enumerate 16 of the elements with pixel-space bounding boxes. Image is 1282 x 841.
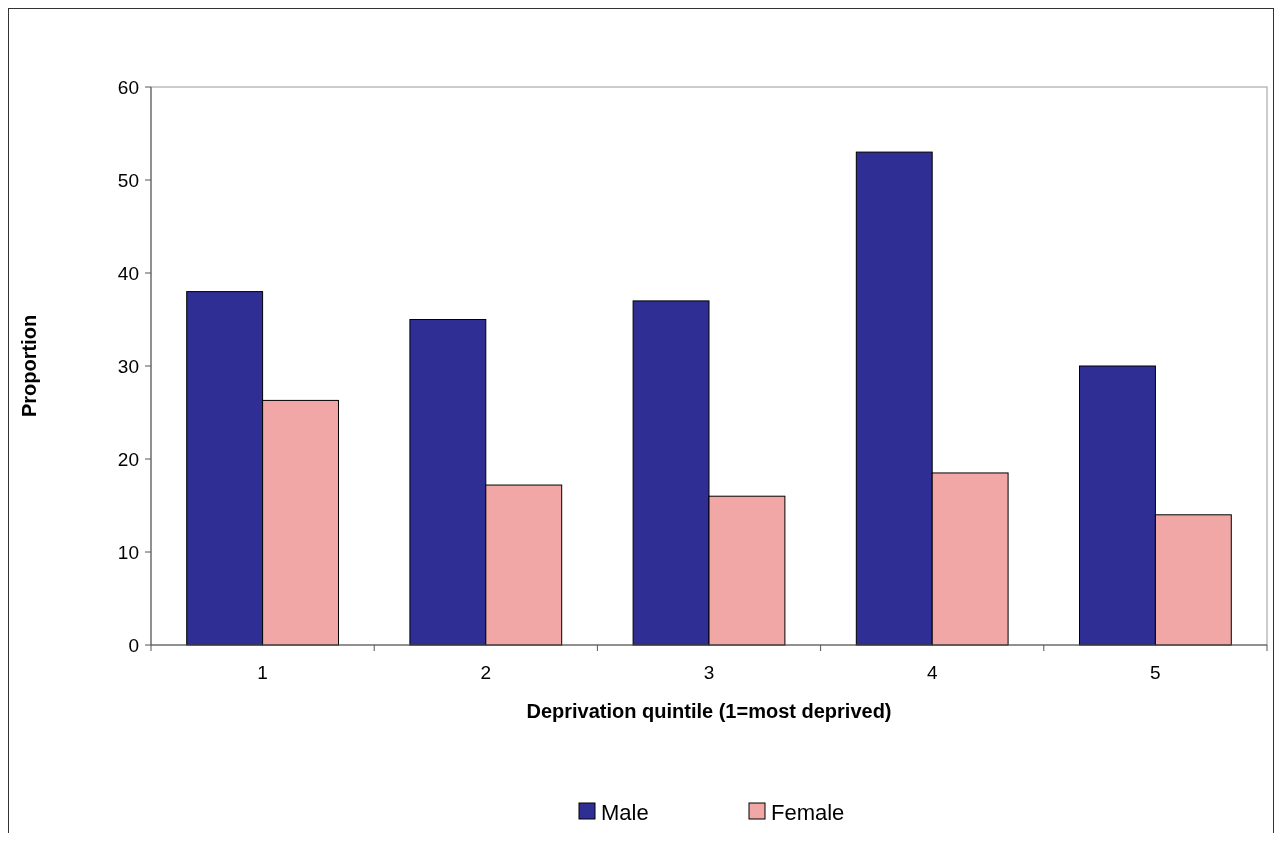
y-axis-title: Proportion (18, 314, 40, 418)
y-tick-label: 20 (117, 448, 139, 470)
y-tick-label: 50 (117, 169, 139, 191)
legend-label: Male (601, 799, 649, 825)
y-tick-label: 0 (128, 634, 139, 656)
legend-label: Female (771, 799, 845, 825)
x-axis-title: Deprivation quintile (1=most deprived) (526, 700, 892, 722)
x-tick-label: 5 (1150, 662, 1161, 683)
x-tick-label: 2 (480, 662, 492, 683)
x-tick-label: 3 (703, 662, 715, 683)
y-tick-label: 10 (117, 541, 139, 563)
x-tick-label: 4 (926, 662, 938, 683)
x-tick-label: 1 (257, 662, 268, 683)
y-tick-label: 40 (117, 262, 139, 284)
y-tick-label: 30 (117, 355, 139, 377)
y-tick-label: 60 (117, 76, 139, 98)
